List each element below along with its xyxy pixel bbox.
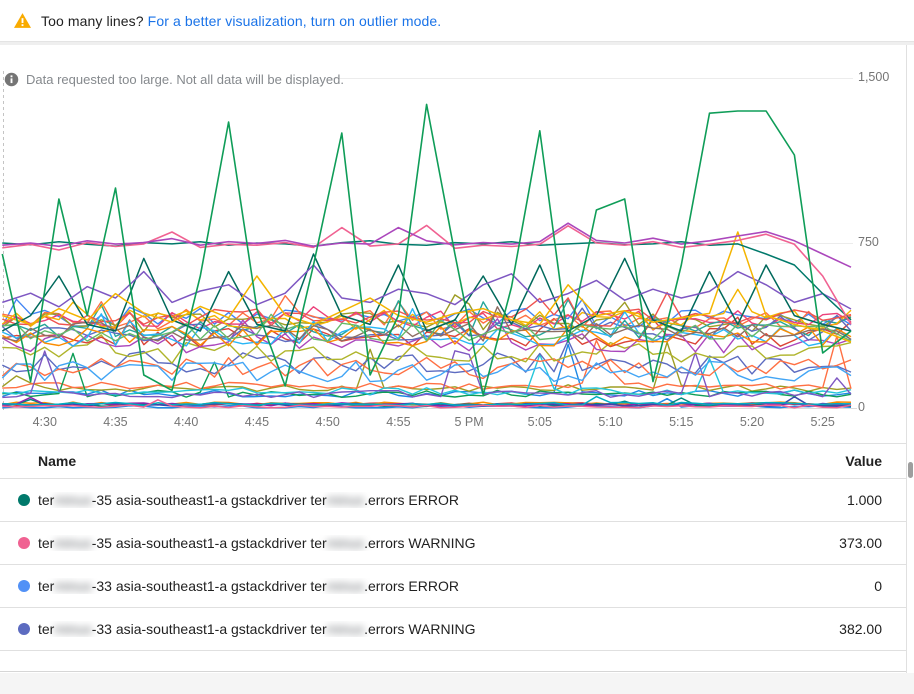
chart-line	[2, 399, 852, 409]
series-value: 1.000	[846, 492, 882, 508]
x-axis-label: 5:20	[739, 415, 765, 429]
x-axis-label: 4:55	[386, 415, 411, 429]
series-name-text: .errors ERROR	[364, 492, 459, 508]
x-axis-label: 5:05	[527, 415, 552, 429]
x-axis-label: 4:30	[32, 415, 57, 429]
notice-text: Data requested too large. Not all data w…	[26, 71, 344, 87]
redacted-text: minus	[54, 492, 92, 508]
legend-row[interactable]: terminus-33 asia-southeast1-a gstackdriv…	[0, 608, 908, 651]
series-value: 373.00	[839, 535, 882, 551]
redacted-text: minus	[54, 621, 92, 637]
chart-line	[1, 360, 852, 383]
series-name-text: -33 asia-southeast1-a gstackdriver ter	[91, 578, 327, 594]
y-axis-label: 1,500	[858, 70, 890, 84]
banner-divider-strip	[0, 41, 914, 45]
series-name-text: -35 asia-southeast1-a gstackdriver ter	[91, 535, 327, 551]
chart-line	[2, 313, 852, 342]
y-axis-label: 750	[858, 235, 879, 249]
chart-line	[2, 353, 852, 396]
too-many-lines-banner: Too many lines? For a better visualizati…	[0, 0, 914, 41]
series-value: 0	[874, 578, 882, 594]
redacted-text: minus	[54, 535, 92, 551]
outlier-mode-link[interactable]: For a better visualization, turn on outl…	[147, 12, 442, 29]
x-axis-label: 5 PM	[454, 415, 484, 429]
info-circle-icon	[4, 72, 19, 86]
x-axis-label: 4:35	[103, 415, 128, 429]
y-axis-label: 0	[858, 400, 865, 414]
series-name-text: ter	[38, 621, 55, 637]
series-value: 382.00	[839, 621, 882, 637]
chart-line	[2, 264, 852, 310]
series-name: terminus-33 asia-southeast1-a gstackdriv…	[38, 621, 839, 637]
chart-line	[1, 253, 852, 332]
series-name-text: -35 asia-southeast1-a gstackdriver ter	[91, 492, 327, 508]
series-name-text: .errors WARNING	[364, 535, 476, 551]
chart-line	[2, 316, 852, 348]
chart-line	[2, 231, 852, 343]
series-name: terminus-35 asia-southeast1-a gstackdriv…	[38, 535, 839, 551]
series-color-dot	[18, 537, 30, 549]
legend-row[interactable]: terminus-35 asia-southeast1-a gstackdriv…	[0, 479, 908, 522]
legend-row-partial	[0, 651, 908, 672]
banner-text: Too many lines? For a better visualizati…	[41, 13, 441, 29]
chart-line	[1, 356, 852, 380]
series-name-text: .errors ERROR	[364, 578, 459, 594]
chart-line	[2, 350, 852, 399]
vertical-scrollbar-thumb[interactable]	[908, 462, 913, 478]
chart-line	[1, 341, 852, 392]
banner-question: Too many lines?	[41, 12, 144, 29]
legend-table: Name Value terminus-35 asia-southeast1-a…	[0, 443, 908, 672]
x-axis-label: 5:10	[598, 415, 623, 429]
chart-line	[2, 224, 852, 325]
legend-header-row: Name Value	[0, 444, 908, 479]
redacted-text: minus	[326, 578, 365, 594]
vertical-scrollbar-track[interactable]	[906, 45, 914, 673]
series-name: terminus-33 asia-southeast1-a gstackdriv…	[38, 578, 874, 594]
series-name-text: -33 asia-southeast1-a gstackdriver ter	[91, 621, 327, 637]
timeseries-chart[interactable]	[0, 45, 914, 445]
series-name-text: ter	[38, 578, 55, 594]
series-color-dot	[18, 623, 30, 635]
chart-line	[1, 103, 852, 396]
name-column-header: Name	[38, 453, 77, 469]
series-name-text: ter	[38, 535, 55, 551]
legend-row[interactable]: terminus-35 asia-southeast1-a gstackdriv…	[0, 522, 908, 565]
chart-line	[2, 308, 852, 347]
redacted-text: minus	[326, 492, 365, 508]
data-too-large-notice: Data requested too large. Not all data w…	[4, 70, 344, 88]
series-name-text: .errors WARNING	[364, 621, 476, 637]
chart-line	[2, 291, 852, 327]
redacted-text: minus	[326, 621, 365, 637]
x-axis-label: 5:15	[669, 415, 694, 429]
x-axis-label: 4:50	[315, 415, 340, 429]
chart-line	[2, 222, 852, 268]
chart-line	[2, 334, 852, 364]
series-color-dot	[18, 580, 30, 592]
chart-line	[1, 294, 852, 333]
chart-line	[1, 306, 852, 331]
series-name-text: ter	[38, 492, 55, 508]
chart-line	[2, 335, 852, 390]
chart-line	[2, 339, 852, 375]
redacted-text: minus	[54, 578, 92, 594]
legend-row[interactable]: terminus-33 asia-southeast1-a gstackdriv…	[0, 565, 908, 608]
x-axis-label: 4:40	[174, 415, 199, 429]
series-color-dot	[18, 494, 30, 506]
value-column-header: Value	[845, 453, 882, 469]
redacted-text: minus	[326, 535, 365, 551]
page-background-strip	[0, 673, 914, 694]
warning-triangle-icon	[14, 13, 31, 28]
x-axis-label: 5:25	[810, 415, 835, 429]
chart-line	[2, 395, 852, 407]
series-name: terminus-35 asia-southeast1-a gstackdriv…	[38, 492, 847, 508]
chart-line	[2, 294, 852, 330]
x-axis-label: 4:45	[244, 415, 270, 429]
